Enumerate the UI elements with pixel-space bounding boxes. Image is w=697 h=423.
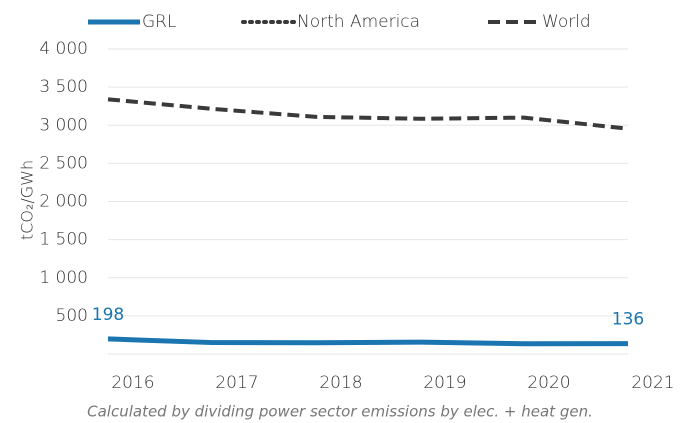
x-tick-label: 2021 xyxy=(631,373,674,393)
data-label: 198 xyxy=(92,305,124,325)
line-series xyxy=(107,97,629,131)
data-label: 136 xyxy=(612,310,644,330)
y-tick-label: 2 500 xyxy=(39,153,88,173)
y-tick-label: 3 500 xyxy=(39,77,88,97)
y-tick-label: 4 000 xyxy=(39,39,88,59)
legend-label: World xyxy=(542,12,591,32)
x-tick-label: 2018 xyxy=(319,373,362,393)
y-tick-label: 1 500 xyxy=(39,230,88,250)
footnote: Calculated by dividing power sector emis… xyxy=(87,403,593,421)
x-tick-label: 2020 xyxy=(527,373,570,393)
y-axis-label: tCO₂/GWh xyxy=(18,160,37,240)
y-tick-label: 500 xyxy=(56,306,88,326)
y-tick-label: 3 000 xyxy=(39,115,88,135)
x-tick-label: 2016 xyxy=(111,373,154,393)
legend-label: North America xyxy=(297,12,420,32)
x-tick-label: 2017 xyxy=(215,373,258,393)
line-series xyxy=(107,336,629,347)
y-tick-label: 2 000 xyxy=(39,192,88,212)
x-tick-label: 2019 xyxy=(423,373,466,393)
legend-label: GRL xyxy=(142,12,176,32)
y-tick-label: 1 000 xyxy=(39,268,88,288)
